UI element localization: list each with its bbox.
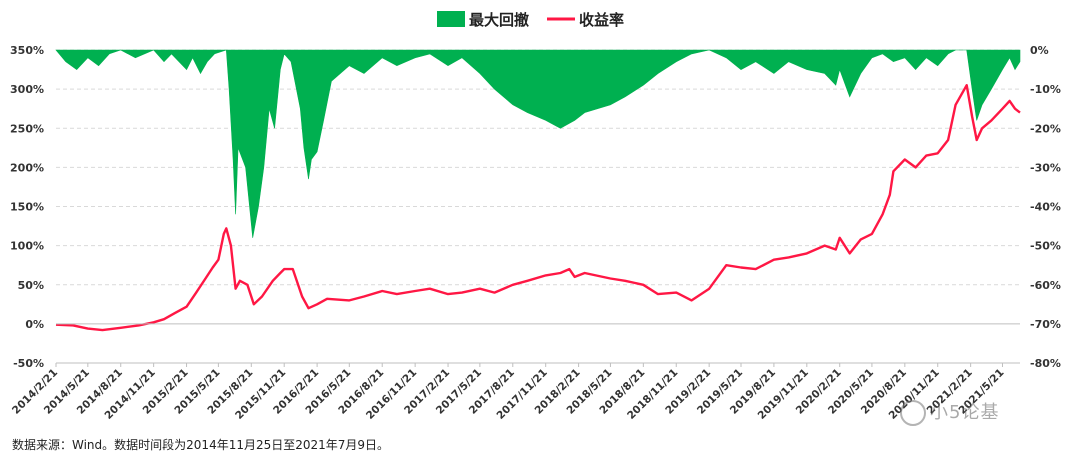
right-tick-label: -30% [1030, 161, 1061, 174]
axes [56, 323, 1020, 364]
left-tick-label: 150% [10, 201, 44, 214]
watermark: 小5论基 [900, 398, 999, 426]
left-tick-label: 50% [18, 279, 44, 292]
right-axis-ticks: -80% -70% -60% -50% -40% -30% -20% -10% 0% [1030, 44, 1061, 370]
return-line [55, 83, 1021, 332]
drawdown-area-layer [55, 49, 1021, 238]
right-tick-label: -70% [1030, 318, 1061, 331]
right-tick-label: -80% [1030, 357, 1061, 370]
legend-drawdown-label: 最大回撤 [469, 11, 529, 29]
left-tick-label: 300% [10, 83, 44, 96]
left-tick-label: 0% [25, 318, 44, 331]
right-tick-label: -60% [1030, 279, 1061, 292]
right-tick-label: -10% [1030, 83, 1061, 96]
wechat-icon [900, 400, 926, 426]
right-tick-label: -50% [1030, 240, 1061, 253]
x-axis-ticks: 2014/2/212014/5/212014/8/212014/11/21201… [10, 363, 1007, 422]
drawdown-area [55, 49, 1021, 238]
left-axis-ticks: -50% 0% 50% 100% 150% 200% 250% 300% 350% [10, 44, 44, 370]
return-line-layer [55, 83, 1021, 332]
legend: 最大回撤 收益率 [437, 11, 624, 29]
right-tick-label: -40% [1030, 201, 1061, 214]
left-tick-label: 350% [10, 44, 44, 57]
left-tick-label: -50% [13, 357, 44, 370]
legend-return-label: 收益率 [579, 11, 624, 29]
left-tick-label: 100% [10, 240, 44, 253]
right-tick-label: 0% [1030, 44, 1049, 57]
source-note: 数据来源：Wind。数据时间段为2014年11月25日至2021年7月9日。 [12, 438, 390, 452]
watermark-text: 小5论基 [930, 402, 1000, 423]
left-tick-label: 250% [10, 122, 44, 135]
legend-drawdown-swatch [437, 11, 465, 27]
right-tick-label: -20% [1030, 122, 1061, 135]
left-tick-label: 200% [10, 161, 44, 174]
chart-svg: 最大回撤 收益率 -50% 0% 50% 100% 150% 200% 250% 300% 35… [10, 11, 1061, 422]
